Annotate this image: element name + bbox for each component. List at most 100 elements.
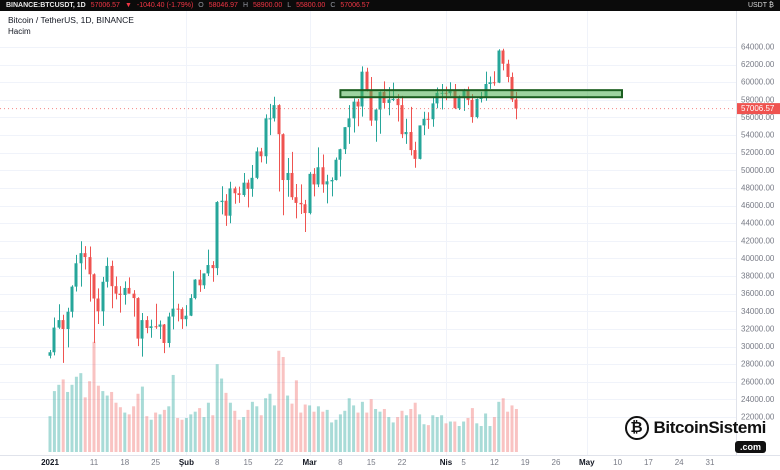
candle-body xyxy=(136,298,140,339)
volume-bar xyxy=(136,393,140,452)
price-axis-label: 50000.00 xyxy=(741,166,775,175)
candle-body xyxy=(57,320,61,328)
price-axis-label: 58000.00 xyxy=(741,95,775,104)
time-axis-label: Mar xyxy=(302,458,316,467)
candle-body xyxy=(92,274,96,299)
candle-body xyxy=(88,257,92,275)
candle-body xyxy=(426,118,430,120)
candle-body xyxy=(453,90,457,109)
volume-bar xyxy=(431,415,435,452)
volume-bar xyxy=(268,393,272,452)
volume-bar xyxy=(220,378,224,452)
volume-bar xyxy=(514,408,518,452)
chart-header-bar: BINANCE:BTCUSDT, 1D 57006.57 ▼ -1040.40 … xyxy=(0,0,780,11)
symbol-legend[interactable]: Bitcoin / TetherUS, 1D, BINANCE xyxy=(8,15,134,25)
time-axis-label: 8 xyxy=(215,458,220,467)
candle-body xyxy=(74,263,78,287)
volume-bar xyxy=(396,417,400,452)
candle-body xyxy=(294,197,298,203)
price-axis-label: 24000.00 xyxy=(741,395,775,404)
volume-bar xyxy=(180,419,184,452)
volume-bar xyxy=(321,411,325,452)
volume-bar xyxy=(303,404,307,452)
candle-body xyxy=(242,182,246,195)
volume-bar xyxy=(391,422,395,452)
ohlc-low-value: 55800.00 xyxy=(296,2,326,9)
price-axis-label: 38000.00 xyxy=(741,272,775,281)
time-axis-label: 15 xyxy=(367,458,376,467)
volume-bar xyxy=(510,405,514,452)
candle-body xyxy=(457,98,461,109)
pane-legend: Bitcoin / TetherUS, 1D, BINANCE Hacim xyxy=(8,15,134,36)
volume-bar xyxy=(448,421,452,452)
candle-body xyxy=(316,167,320,185)
volume-bar xyxy=(167,406,171,452)
volume-bar xyxy=(453,421,457,452)
ohlc-open-label: O xyxy=(198,2,204,9)
candle-body xyxy=(52,327,56,353)
candle-body xyxy=(334,159,338,181)
volume-bar xyxy=(435,417,439,452)
volume-bar xyxy=(101,391,105,452)
volume-bar xyxy=(466,417,470,452)
volume-bar xyxy=(228,402,232,452)
volume-bar xyxy=(492,417,496,452)
ohlc-low-label: L xyxy=(287,2,292,9)
time-axis-label: 22 xyxy=(274,458,283,467)
candle-body xyxy=(176,308,180,310)
volume-bar xyxy=(352,405,356,452)
volume-bars xyxy=(48,341,518,452)
volume-bar xyxy=(497,401,501,452)
volume-bar xyxy=(360,401,364,452)
chart-pane[interactable]: 64000.00 62000.00 60000.00 58000.00 56000.00… xyxy=(0,11,780,470)
symbol-title: BINANCE:BTCUSDT, 1D xyxy=(6,2,86,9)
candle-body xyxy=(123,287,127,295)
candle-body xyxy=(409,132,413,151)
volume-bar xyxy=(162,409,166,452)
volume-bar xyxy=(211,415,215,452)
volume-bar xyxy=(110,391,114,452)
candle-body xyxy=(101,281,105,312)
candle-body xyxy=(118,293,122,295)
candle-body xyxy=(374,109,378,121)
ohlc-high-value: 58900.00 xyxy=(253,2,283,9)
volume-bar xyxy=(206,402,210,452)
quote-currency-label: USDT ₿ xyxy=(747,2,774,9)
volume-bar xyxy=(374,408,378,452)
candle-body xyxy=(312,173,316,185)
volume-bar xyxy=(264,398,268,452)
volume-bar xyxy=(457,426,461,452)
candle-body xyxy=(193,279,197,299)
time-axis-label: 8 xyxy=(338,458,343,467)
volume-bar xyxy=(400,410,404,452)
price-chart-canvas[interactable]: 64000.00 62000.00 60000.00 58000.00 56000.00… xyxy=(0,11,780,470)
volume-bar xyxy=(426,425,430,452)
candle-body xyxy=(246,182,250,189)
time-axis-label: 22 xyxy=(398,458,407,467)
volume-indicator-legend[interactable]: Hacim xyxy=(8,27,31,36)
time-axis-label: 18 xyxy=(120,458,129,467)
price-axis-label: 34000.00 xyxy=(741,307,775,316)
price-axis-label: 54000.00 xyxy=(741,131,775,140)
volume-bar xyxy=(48,416,52,452)
candle-body xyxy=(167,316,171,343)
volume-bar xyxy=(88,381,92,452)
volume-bar xyxy=(61,379,65,452)
candle-body xyxy=(140,320,144,339)
time-axis-label: 2021 xyxy=(41,458,59,467)
candle-body xyxy=(497,50,501,83)
volume-bar xyxy=(369,399,373,452)
volume-bar xyxy=(404,415,408,452)
candle-body xyxy=(180,309,184,320)
resistance-zone[interactable] xyxy=(339,89,623,99)
volume-bar xyxy=(145,416,149,452)
volume-bar xyxy=(299,412,303,452)
volume-bar xyxy=(378,411,382,452)
candle-body xyxy=(79,253,83,264)
price-axis-label: 52000.00 xyxy=(741,148,775,157)
time-axis[interactable]: 2021 11 18 25 Şub 8 15 22 Mar 8 15 22 Nis 5 12 19 26 May 1… xyxy=(41,458,715,467)
volume-bar xyxy=(154,412,158,452)
price-axis[interactable]: 64000.00 62000.00 60000.00 58000.00 56000.00… xyxy=(741,43,775,422)
candle-body xyxy=(158,324,162,327)
watermark-tld: .com xyxy=(734,441,766,453)
